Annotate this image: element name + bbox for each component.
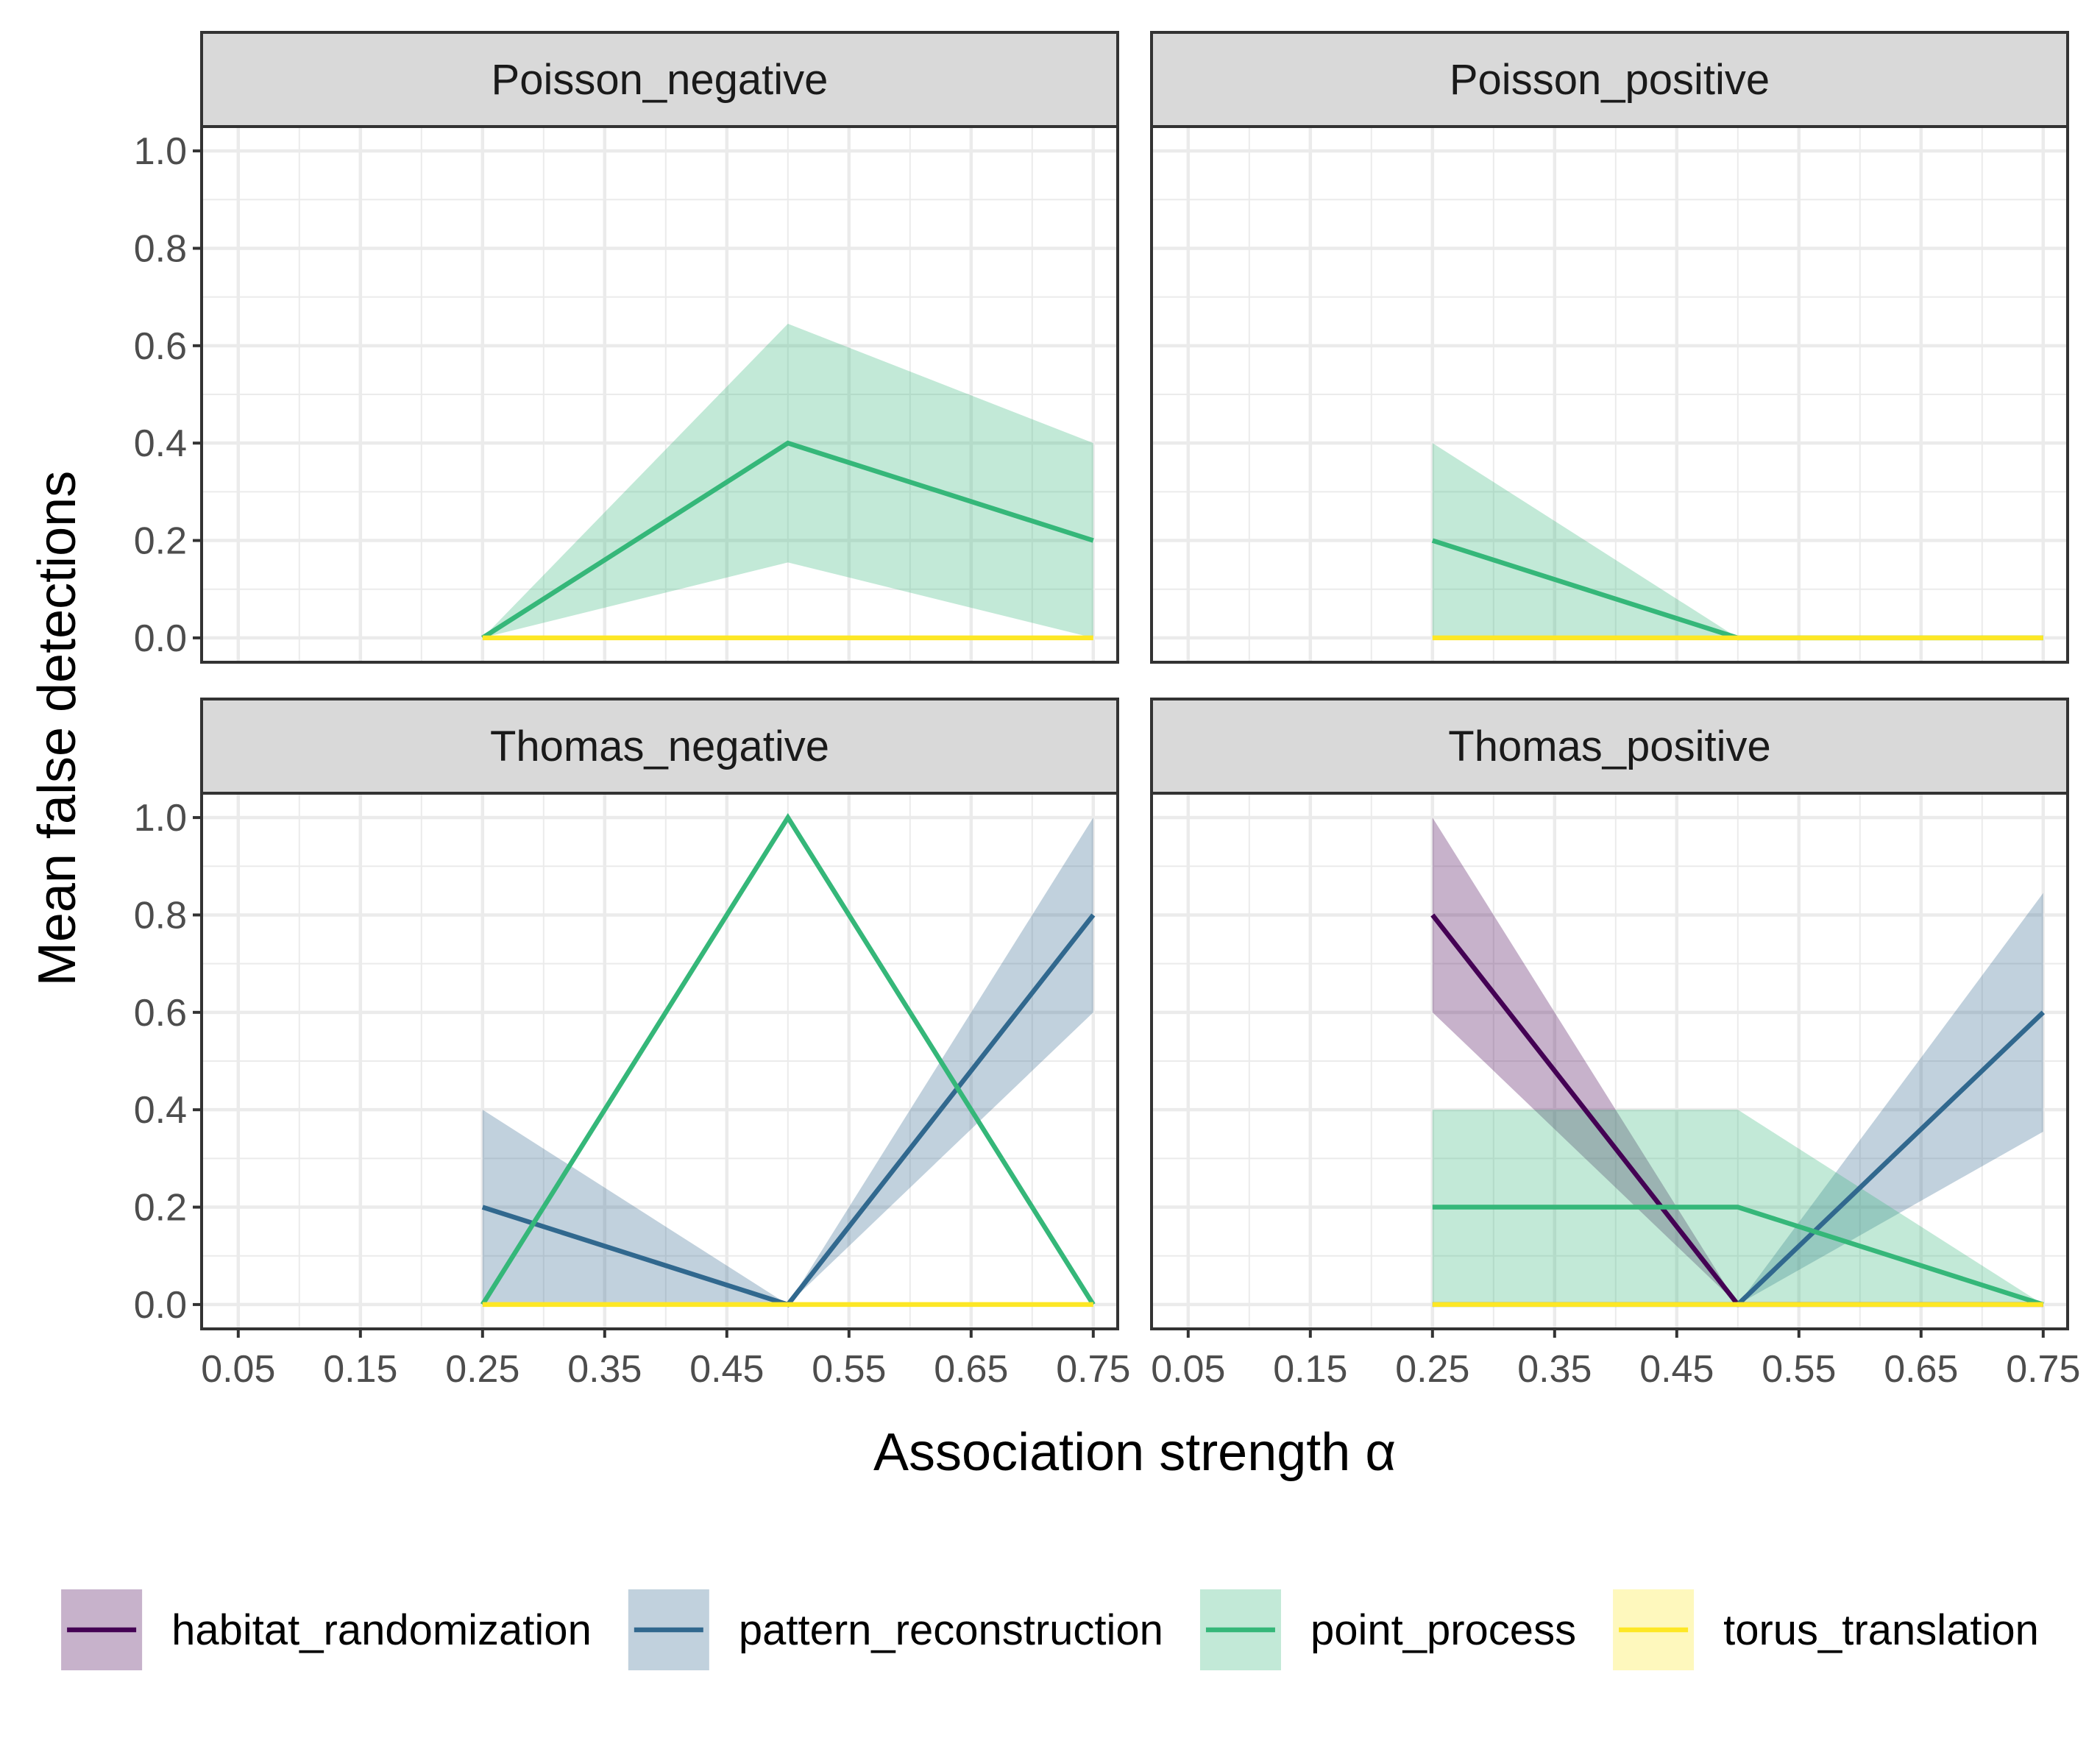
y-tick-label: 0.8: [134, 227, 187, 270]
x-tick-label: 0.45: [689, 1348, 764, 1391]
x-tick-label: 0.05: [201, 1348, 275, 1391]
y-tick-label: 0.4: [134, 422, 187, 465]
strip-label: Thomas_negative: [490, 723, 829, 770]
x-tick-label: 0.35: [1517, 1348, 1592, 1391]
panel-poisson-negative: Poisson_negative 0.0 0.2 0.4 0.6 0.8 1.0: [134, 31, 1119, 664]
y-tick-label: 0.2: [134, 1187, 187, 1230]
ribbon-pattern-reconstruction: [1432, 893, 2043, 1305]
y-tick-label: 0.2: [134, 520, 187, 563]
y-tick-label: 1.0: [134, 130, 187, 173]
x-tick-label: 0.05: [1151, 1348, 1225, 1391]
panel-poisson-positive: Poisson_positive: [1150, 31, 2069, 664]
x-tick-label: 0.25: [445, 1348, 519, 1391]
y-tick-label: 0.0: [134, 617, 187, 660]
y-axis-title: Mean false detections: [28, 471, 87, 986]
series-line-point-process: [480, 812, 1096, 1306]
strip-label: Poisson_positive: [1450, 56, 1770, 104]
legend-label: pattern_reconstruction: [739, 1606, 1163, 1654]
x-axis-title: Association strength α: [873, 1423, 1396, 1482]
panel-thomas-negative: Thomas_negative 0.0 0.2 0.4 0.6 0.8 1.0 0.05 0.1…: [134, 698, 1130, 1391]
x-tick-label: 0.75: [1056, 1348, 1130, 1391]
strip-background: [1150, 31, 2069, 128]
legend-item-point-process: point_process: [1199, 1589, 1576, 1670]
panel-thomas-positive: Thomas_positive 0.05 0.15 0.25 0.35 0.45 0.55 0…: [1150, 698, 2080, 1391]
x-tick-label: 0.25: [1395, 1348, 1469, 1391]
legend: habitat_randomization pattern_reconstruct…: [61, 1589, 2039, 1670]
strip-background: [200, 31, 1119, 128]
y-tick-label: 0.0: [134, 1284, 187, 1327]
ribbon-pattern-reconstruction: [482, 817, 1093, 1305]
panel-border: [1150, 125, 2069, 664]
ribbon-habitat-randomization: [1432, 817, 2043, 1305]
series-line-point-process: [481, 440, 1094, 640]
strip-background: [1150, 698, 2069, 795]
legend-item-pattern-reconstruction: pattern_reconstruction: [628, 1589, 1163, 1670]
legend-item-torus-translation: torus_translation: [1613, 1589, 2039, 1670]
legend-label: torus_translation: [1723, 1606, 2039, 1654]
y-tick-label: 0.8: [134, 894, 187, 937]
x-tick-label: 0.15: [323, 1348, 397, 1391]
strip-label: Thomas_positive: [1448, 723, 1770, 770]
legend-item-habitat-randomization: habitat_randomization: [61, 1589, 592, 1670]
x-tick-label: 0.75: [2006, 1348, 2080, 1391]
panel-border: [200, 125, 1119, 664]
x-tick-label: 0.65: [934, 1348, 1008, 1391]
legend-label: point_process: [1310, 1606, 1576, 1654]
series-line-point-process: [1432, 1205, 2044, 1308]
y-tick-label: 0.6: [134, 325, 187, 368]
ribbon-point-process: [482, 324, 1093, 638]
legend-label: habitat_randomization: [171, 1606, 592, 1654]
strip-label: Poisson_negative: [492, 56, 829, 104]
strip-background: [200, 698, 1119, 795]
x-tick-label: 0.55: [812, 1348, 886, 1391]
y-tick-label: 0.6: [134, 992, 187, 1035]
panel-border: [1150, 792, 2069, 1330]
gridlines: [202, 127, 1118, 662]
x-tick-label: 0.35: [567, 1348, 642, 1391]
y-tick-label: 0.4: [134, 1089, 187, 1132]
panel-border: [200, 792, 1119, 1330]
y-tick-label: 1.0: [134, 797, 187, 840]
x-tick-label: 0.55: [1762, 1348, 1836, 1391]
panels-layer: Poisson_negative0.00.20.40.60.81.0Poisso…: [134, 31, 2080, 1391]
x-tick-label: 0.45: [1639, 1348, 1714, 1391]
x-tick-label: 0.15: [1273, 1348, 1347, 1391]
x-tick-label: 0.65: [1884, 1348, 1958, 1391]
